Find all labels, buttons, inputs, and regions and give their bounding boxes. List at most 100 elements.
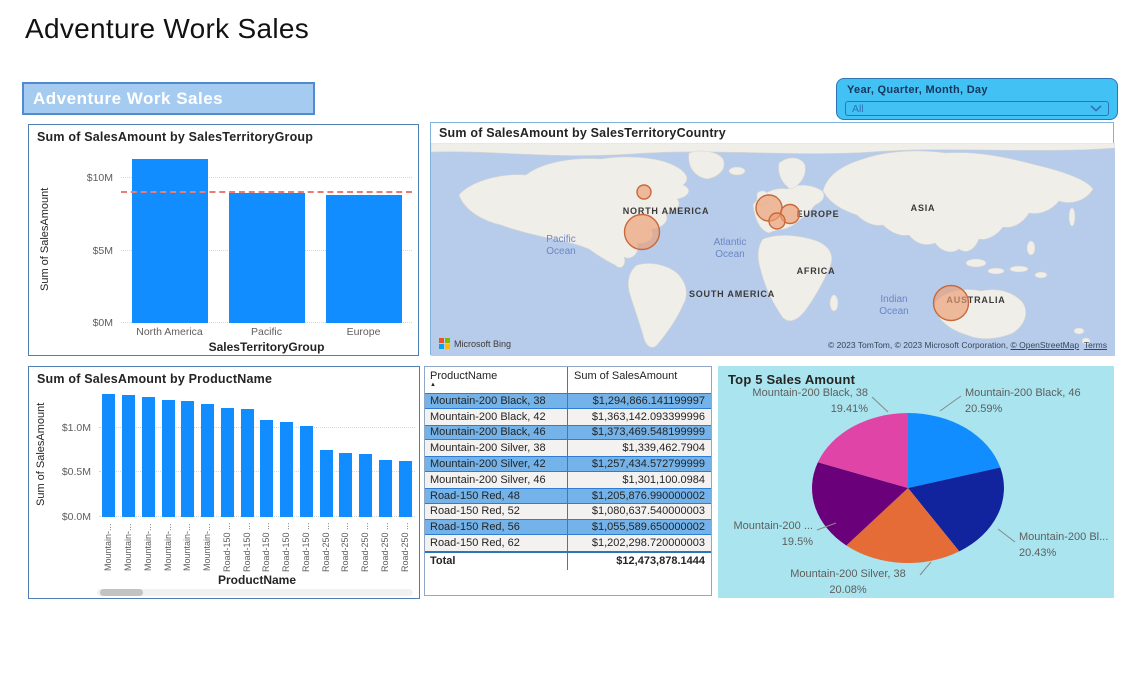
bar-road-250--11[interactable] xyxy=(319,450,333,517)
bar-europe-2[interactable] xyxy=(325,194,402,323)
sales-map-panel: Sum of SalesAmount by SalesTerritoryCoun… xyxy=(430,122,1115,356)
bar-cell xyxy=(237,391,257,517)
microsoft-bing-logo[interactable]: Microsoft Bing xyxy=(439,338,511,349)
bar-road-250--15[interactable] xyxy=(398,461,412,517)
bar-cell xyxy=(119,391,139,517)
product-bar-chart-panel: Sum of SalesAmount by ProductName Sum of… xyxy=(28,366,420,599)
bar-cell xyxy=(218,391,238,517)
bar-mountain--0[interactable] xyxy=(102,394,116,517)
table-row-mountain-200-black-46[interactable]: Mountain-200 Black, 46 $1,373,469.5481999… xyxy=(425,424,711,441)
product-y-ticks: $0.0M $0.5M $1.0M xyxy=(51,391,95,523)
pie-callout-line xyxy=(816,522,837,531)
cell-salesamount: $1,339,462.7904 xyxy=(567,440,711,457)
table-row-road-150-red-62[interactable]: Road-150 Red, 62 $1,202,298.720000003 xyxy=(425,535,711,551)
bar-road-250--14[interactable] xyxy=(378,459,392,517)
table-row-mountain-200-black-38[interactable]: Mountain-200 Black, 38 $1,294,866.1411999… xyxy=(425,393,711,409)
pie-callout-line xyxy=(939,395,962,412)
map-bubble-australia[interactable] xyxy=(932,284,970,322)
terms-link[interactable]: Terms xyxy=(1083,340,1107,350)
map-bubble-france[interactable] xyxy=(768,212,786,230)
bar-pacific-1[interactable] xyxy=(228,193,305,323)
table-total-row: Total $12,473,878.1444 xyxy=(425,550,711,570)
cell-productname: Mountain-200 Black, 42 xyxy=(430,410,546,423)
bing-logo-label: Microsoft Bing xyxy=(454,338,512,349)
bar-road-250--12[interactable] xyxy=(339,453,353,517)
cell-salesamount: $1,202,298.720000003 xyxy=(567,535,711,551)
bar-road-150--8[interactable] xyxy=(260,420,274,517)
continent-label-australia: AUSTRALIA xyxy=(946,295,1005,305)
scrollbar-thumb[interactable] xyxy=(100,589,143,596)
pie-label-mountain-200-black-42: Mountain-200 Bl... 20.43% xyxy=(1019,531,1108,559)
bar-mountain--2[interactable] xyxy=(141,396,155,517)
pie-slice-mountain-200-black-46[interactable] xyxy=(908,413,1001,488)
bar-cell xyxy=(356,391,376,517)
territory-x-labels: North America Pacific Europe xyxy=(121,326,412,340)
continent-label-europe: EUROPE xyxy=(797,209,840,219)
bar-cell xyxy=(376,391,396,517)
y-tick-label: $5M xyxy=(92,244,113,257)
horizontal-scrollbar[interactable] xyxy=(97,589,413,596)
pie-slice-mountain-200-silver-46[interactable] xyxy=(812,462,908,546)
bar-north-america-0[interactable] xyxy=(131,159,208,323)
table-row-mountain-200-silver-42[interactable]: Mountain-200 Silver, 42 $1,257,434.572799… xyxy=(425,456,711,472)
product-table-panel: ProductName ▲ Sum of SalesAmount Mountai… xyxy=(424,366,712,596)
y-tick-label: $1.0M xyxy=(61,421,91,434)
cell-productname: Road-150 Red, 56 xyxy=(430,521,520,534)
slicer-header: Year, Quarter, Month, Day xyxy=(847,84,988,96)
gridline xyxy=(99,426,415,428)
pie-slice-mountain-200-black-42[interactable] xyxy=(908,467,1004,552)
x-tick-label: Europe xyxy=(346,326,381,338)
territory-chart-title: Sum of SalesAmount by SalesTerritoryGrou… xyxy=(37,130,314,144)
pie-slice-mountain-200-black-38[interactable] xyxy=(817,413,909,488)
slicer-dropdown[interactable]: All xyxy=(845,101,1109,116)
bar-mountain--5[interactable] xyxy=(201,403,215,517)
cell-salesamount: $1,257,434.572799999 xyxy=(567,456,711,472)
product-plot-area xyxy=(99,391,415,517)
gridline xyxy=(99,471,415,473)
pie-callout-line xyxy=(871,396,889,413)
table-row-mountain-200-black-42[interactable]: Mountain-200 Black, 42 $1,363,142.0933999… xyxy=(425,408,711,425)
cell-productname: Road-150 Red, 52 xyxy=(430,505,520,518)
bar-cell xyxy=(336,391,356,517)
reference-line xyxy=(121,191,412,194)
bar-road-150--9[interactable] xyxy=(280,422,294,517)
bar-road-150--10[interactable] xyxy=(299,426,313,517)
pie-slice-mountain-200-silver-38[interactable] xyxy=(846,488,960,564)
bar-road-150--7[interactable] xyxy=(240,409,254,517)
cell-salesamount: $1,294,866.141199997 xyxy=(567,393,711,409)
continent-label-africa: AFRICA xyxy=(797,266,836,276)
bar-cell xyxy=(139,391,159,517)
map-bubble-united-states[interactable] xyxy=(623,213,661,251)
bar-cell xyxy=(316,391,336,517)
territory-y-axis-title: Sum of SalesAmount xyxy=(39,187,51,291)
world-map[interactable]: NORTH AMERICA EUROPE ASIA AFRICA SOUTH AMERI… xyxy=(431,143,1115,356)
gridline xyxy=(121,177,412,179)
column-header-salesamount[interactable]: Sum of SalesAmount xyxy=(567,367,711,393)
cell-salesamount: $1,055,589.650000002 xyxy=(567,519,711,536)
table-row-road-150-red-56[interactable]: Road-150 Red, 56 $1,055,589.650000002 xyxy=(425,519,711,536)
bar-mountain--3[interactable] xyxy=(161,400,175,517)
x-tick-label: Road-150 ... xyxy=(261,522,272,572)
report-title-banner: Adventure Work Sales xyxy=(22,82,315,115)
bar-mountain--4[interactable] xyxy=(181,401,195,517)
table-row-mountain-200-silver-38[interactable]: Mountain-200 Silver, 38 $1,339,462.7904 xyxy=(425,440,711,457)
pie-callout-line xyxy=(919,561,932,576)
table-row-road-150-red-52[interactable]: Road-150 Red, 52 $1,080,637.540000003 xyxy=(425,503,711,520)
map-bubble-canada[interactable] xyxy=(636,184,652,200)
pie-label-mountain-200-black-46: Mountain-200 Black, 46 20.59% xyxy=(965,387,1081,415)
x-tick-label: Road-150 ... xyxy=(281,522,292,572)
x-tick-label: Road-150 ... xyxy=(241,522,252,572)
pie-title: Top 5 Sales Amount xyxy=(728,372,856,387)
bar-cell xyxy=(257,391,277,517)
territory-plot-area xyxy=(121,155,412,323)
openstreetmap-link[interactable]: © OpenStreetMap xyxy=(1010,340,1080,350)
table-row-mountain-200-silver-46[interactable]: Mountain-200 Silver, 46 $1,301,100.0984 xyxy=(425,471,711,488)
table-row-road-150-red-48[interactable]: Road-150 Red, 48 $1,205,876.990000002 xyxy=(425,487,711,504)
x-tick-label: Mountain-... xyxy=(182,523,193,571)
slicer-selected-value: All xyxy=(852,102,864,115)
bar-road-150--6[interactable] xyxy=(220,408,234,517)
bar-mountain--1[interactable] xyxy=(122,395,136,517)
bar-road-250--13[interactable] xyxy=(359,454,373,517)
bar-cell xyxy=(315,155,412,323)
column-header-productname[interactable]: ProductName ▲ xyxy=(425,367,567,393)
